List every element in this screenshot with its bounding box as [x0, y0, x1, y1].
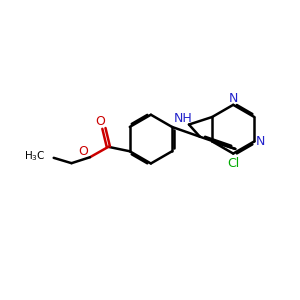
Text: O: O — [79, 146, 88, 158]
Text: NH: NH — [174, 112, 193, 124]
Text: N: N — [256, 135, 266, 148]
Text: Cl: Cl — [228, 157, 240, 169]
Text: H$_3$C: H$_3$C — [24, 149, 45, 163]
Text: O: O — [95, 116, 105, 128]
Text: N: N — [229, 92, 238, 105]
